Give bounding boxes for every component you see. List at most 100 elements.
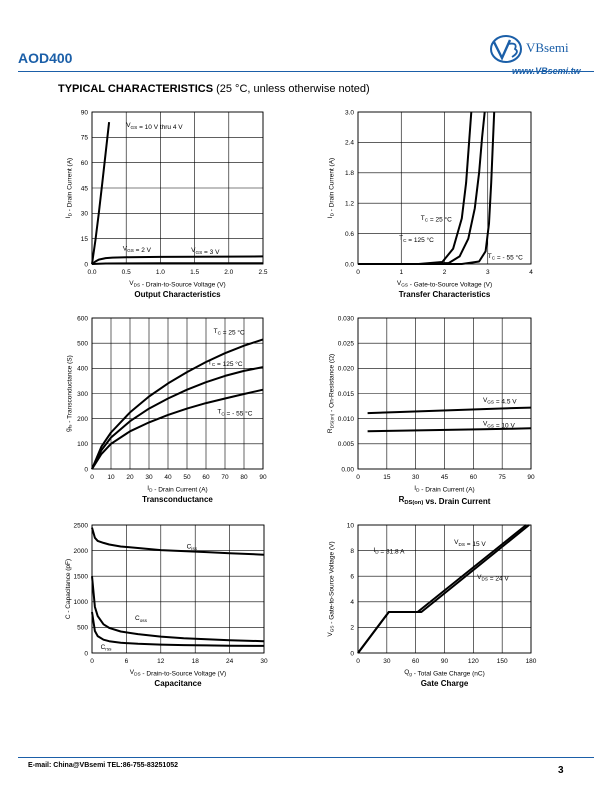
y-tick-label: 100 [77, 441, 88, 448]
x-tick-label: 180 [526, 658, 537, 665]
y-tick-label: 4 [350, 599, 354, 606]
annotation-label: VGS = 10 V thru 4 V [126, 122, 183, 131]
x-tick-label: 80 [240, 474, 248, 481]
y-tick-label: 2.4 [345, 140, 354, 147]
vbsemi-logo-icon [488, 32, 598, 66]
y-tick-label: 0.015 [338, 391, 355, 398]
annotation-label: VGS = 4.5 V [483, 397, 517, 406]
y-tick-label: 0.0 [345, 261, 354, 268]
plot-frame [357, 524, 532, 654]
x-tick-label: 150 [497, 658, 508, 665]
brand-name: VBsemi [526, 40, 569, 55]
annotation-label: VGS = 3 V [191, 247, 220, 256]
y-tick-label: 0.020 [338, 366, 355, 373]
y-tick-label: 1.2 [345, 201, 354, 208]
x-tick-label: 0.5 [122, 269, 131, 276]
x-tick-label: 12 [157, 658, 165, 665]
x-tick-label: 24 [226, 658, 234, 665]
footer-contact: E-mail: China@VBsemi TEL:86-755-83251052 [28, 762, 179, 769]
x-tick-label: 2 [443, 269, 447, 276]
series-line-2 [91, 366, 264, 470]
annotation-label: VGS = 2 V [123, 245, 152, 254]
y-axis-label: gfs - Transconductance (S) [65, 355, 74, 432]
x-tick-label: 0 [356, 269, 360, 276]
x-axis-label: ID - Drain Current (A) [147, 485, 207, 494]
y-axis-label: ID - Drain Current (A) [327, 158, 336, 218]
series-line-1 [91, 527, 265, 556]
annotation-label: VGS = 10 V [483, 421, 516, 430]
y-tick-label: 0.010 [338, 416, 355, 423]
x-tick-label: 120 [468, 658, 479, 665]
series-line-2 [367, 427, 532, 433]
section-title: TYPICAL CHARACTERISTICS [58, 83, 214, 95]
y-tick-label: 200 [77, 416, 88, 423]
annotation-label: Ciss [187, 544, 198, 552]
x-tick-label: 2.5 [258, 269, 267, 276]
x-tick-label: 60 [202, 474, 210, 481]
x-tick-label: 0.0 [87, 269, 96, 276]
y-tick-label: 90 [81, 109, 89, 116]
x-tick-label: 0 [90, 658, 94, 665]
y-tick-label: 400 [77, 366, 88, 373]
x-tick-label: 60 [470, 474, 478, 481]
chart-title: Transfer Characteristics [399, 290, 491, 299]
series-line-2 [91, 576, 265, 643]
x-tick-label: 3 [486, 269, 490, 276]
annotation-label: TC = 125 °C [399, 235, 434, 244]
x-tick-label: 1 [399, 269, 403, 276]
y-tick-label: 8 [350, 548, 354, 555]
x-tick-label: 6 [125, 658, 129, 665]
x-tick-label: 4 [529, 269, 533, 276]
y-tick-label: 0 [350, 650, 354, 657]
part-number: AOD400 [18, 50, 73, 66]
y-axis-label: VGS - Gate-to-Source Voltage (V) [327, 541, 336, 636]
y-tick-label: 3.0 [345, 109, 354, 116]
series-line-3 [91, 262, 264, 265]
y-tick-label: 60 [81, 160, 89, 167]
plot-frame [91, 524, 265, 654]
y-tick-label: 2 [350, 625, 354, 632]
y-tick-label: 15 [81, 236, 89, 243]
x-axis-label: ID - Drain Current (A) [414, 485, 474, 494]
x-tick-label: 0 [356, 658, 360, 665]
y-axis-label: C - Capacitance (pF) [65, 559, 72, 619]
chart-title: RDS(on) vs. Drain Current [399, 495, 491, 506]
annotation-label: Coss [135, 615, 148, 623]
y-tick-label: 2000 [74, 548, 89, 555]
x-tick-label: 40 [164, 474, 172, 481]
y-tick-label: 0.005 [338, 441, 355, 448]
series-line-1 [91, 121, 111, 265]
plot-frame [91, 317, 264, 470]
x-tick-label: 30 [145, 474, 153, 481]
annotation-label: TC = - 55 °C [217, 409, 252, 418]
section-subtitle: (25 °C, unless otherwise noted) [216, 83, 370, 95]
x-tick-label: 2.0 [224, 269, 233, 276]
header-divider [18, 71, 594, 72]
y-tick-label: 2500 [74, 522, 89, 529]
y-tick-label: 500 [77, 625, 88, 632]
section-heading: TYPICAL CHARACTERISTICS (25 °C, unless o… [58, 83, 370, 95]
x-tick-label: 1.5 [190, 269, 199, 276]
series-line-3 [358, 111, 496, 265]
chart-title: Transconductance [142, 495, 213, 504]
x-tick-label: 60 [412, 658, 420, 665]
y-tick-label: 0.00 [341, 466, 354, 473]
x-tick-label: 90 [259, 474, 267, 481]
annotation-label: TC = - 55 °C [488, 253, 523, 262]
y-tick-label: 300 [77, 391, 88, 398]
y-tick-label: 30 [81, 211, 89, 218]
y-tick-label: 1500 [74, 574, 89, 581]
y-tick-label: 75 [81, 135, 89, 142]
y-tick-label: 1.8 [345, 170, 354, 177]
x-tick-label: 15 [383, 474, 391, 481]
plot-frame [357, 317, 532, 470]
x-tick-label: 30 [412, 474, 420, 481]
annotation-label: VDS = 15 V [454, 539, 486, 548]
y-tick-label: 0 [84, 650, 88, 657]
annotation-label: VDS = 24 V [477, 574, 509, 583]
series-line-2 [357, 524, 530, 654]
